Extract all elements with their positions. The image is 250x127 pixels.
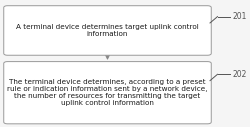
Text: A terminal device determines target uplink control
information: A terminal device determines target upli… xyxy=(16,24,199,37)
FancyBboxPatch shape xyxy=(4,62,211,124)
FancyBboxPatch shape xyxy=(4,6,211,55)
Text: The terminal device determines, according to a preset
rule or indication informa: The terminal device determines, accordin… xyxy=(7,79,208,106)
Text: 202: 202 xyxy=(232,70,247,79)
Text: 201: 201 xyxy=(232,12,247,21)
